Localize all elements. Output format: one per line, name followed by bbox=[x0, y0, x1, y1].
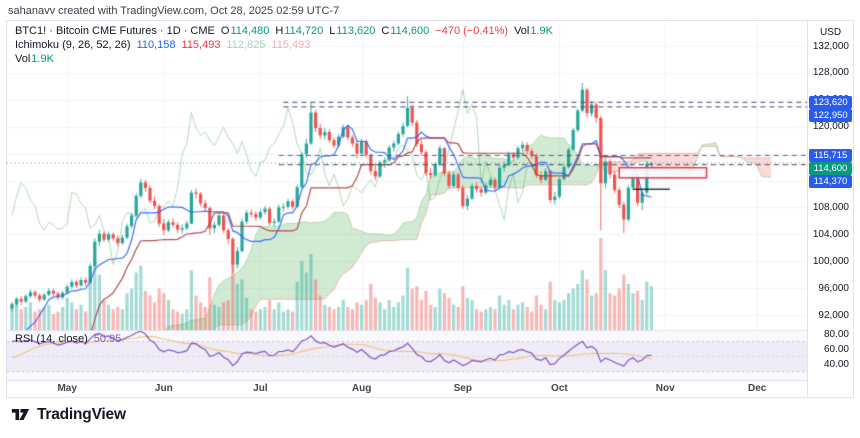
legend-token: −470 (−0.41%) bbox=[435, 25, 509, 37]
price-tick-label: 120,000 bbox=[812, 121, 849, 133]
legend-token: H114,720 bbox=[275, 25, 324, 37]
attribution-text: sahanavv created with TradingView.com, O… bbox=[8, 5, 340, 17]
price-badge: 122,950 bbox=[809, 108, 852, 122]
rsi-tick-label: 60.00 bbox=[823, 343, 849, 355]
legend-token: 110,158 bbox=[136, 39, 176, 51]
month-tick-label: Jul bbox=[253, 383, 268, 394]
tradingview-logo-icon bbox=[11, 409, 30, 420]
price-axis[interactable]: USD 132,000128,000124,000120,000116,0001… bbox=[807, 21, 853, 397]
month-tick-label: May bbox=[57, 383, 77, 394]
legend-token: Vol1.9K bbox=[15, 53, 54, 65]
legend-token: 112,825 bbox=[226, 39, 266, 51]
chart-frame: BTC1! · Bitcoin CME Futures · 1D · CME O1… bbox=[6, 20, 854, 398]
price-tick-label: 100,000 bbox=[812, 255, 849, 267]
price-tick-label: 92,000 bbox=[818, 309, 849, 321]
price-badge: 123,620 bbox=[809, 95, 852, 109]
rsi-tick-label: 40.00 bbox=[823, 358, 849, 370]
month-tick-label: Sep bbox=[453, 383, 472, 394]
rsi-legend: RSI (14, close) 50.95 bbox=[15, 333, 127, 346]
ichimoku-legend-row: Ichimoku (9, 26, 52, 26) 110,158 115,493 11… bbox=[15, 39, 559, 52]
main-legend: BTC1! · Bitcoin CME Futures · 1D · CME O1… bbox=[15, 25, 559, 67]
price-badge: 114,600 bbox=[809, 162, 852, 176]
legend-token: Ichimoku (9, 26, 52, 26) bbox=[15, 39, 131, 51]
legend-token: BTC1! · Bitcoin CME Futures · 1D · CME bbox=[15, 25, 215, 37]
currency-label: USD bbox=[819, 27, 842, 38]
price-tick-label: 104,000 bbox=[812, 228, 849, 240]
legend-token: 115,493 bbox=[271, 39, 311, 51]
price-tick-label: 96,000 bbox=[818, 282, 849, 294]
legend-token: L113,620 bbox=[329, 25, 376, 37]
price-badge: 114,370 bbox=[809, 175, 852, 189]
month-tick-label: Oct bbox=[551, 383, 568, 394]
price-badge: 115,715 bbox=[809, 149, 852, 163]
rsi-legend-row: RSI (14, close) 50.95 bbox=[15, 333, 127, 345]
tradingview-logo[interactable]: TradingView bbox=[10, 404, 126, 425]
month-tick-label: Dec bbox=[748, 383, 767, 394]
legend-token: 115,493 bbox=[181, 39, 221, 51]
legend-token: 50.95 bbox=[93, 333, 122, 345]
volume-legend-row: Vol1.9K bbox=[15, 53, 559, 66]
tradingview-logo-text: TradingView bbox=[37, 405, 126, 423]
legend-token: O114,480 bbox=[220, 25, 270, 37]
price-tick-label: 132,000 bbox=[812, 40, 849, 52]
month-tick-label: Jun bbox=[154, 383, 173, 394]
symbol-legend-row: BTC1! · Bitcoin CME Futures · 1D · CME O1… bbox=[15, 25, 559, 38]
time-axis[interactable]: May Jun Jul Aug Sep Oct Nov Dec bbox=[7, 380, 853, 397]
month-tick-label: Aug bbox=[351, 383, 372, 394]
legend-token: RSI (14, close) bbox=[15, 333, 88, 345]
legend-token: C114,600 bbox=[381, 25, 430, 37]
price-tick-label: 108,000 bbox=[812, 201, 849, 213]
price-tick-label: 128,000 bbox=[812, 67, 849, 79]
legend-token: Vol1.9K bbox=[514, 25, 553, 37]
price-chart-canvas[interactable] bbox=[7, 21, 807, 381]
month-tick-label: Nov bbox=[655, 383, 675, 394]
rsi-tick-label: 80.00 bbox=[823, 328, 849, 340]
